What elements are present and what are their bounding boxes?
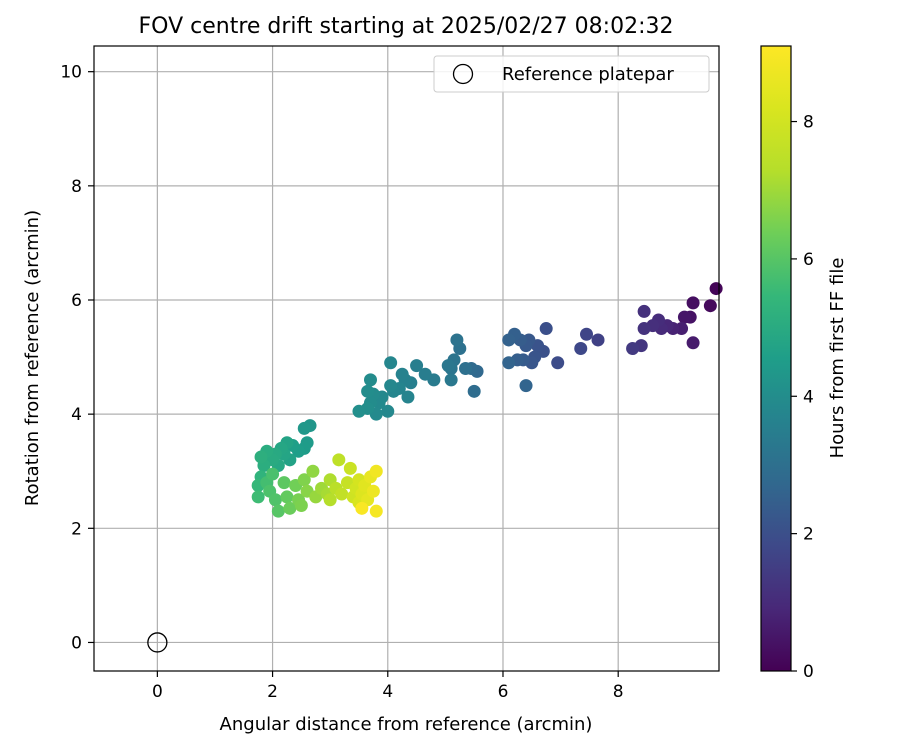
scatter-point xyxy=(502,356,516,370)
scatter-point xyxy=(626,342,640,356)
y-tick-label: 10 xyxy=(60,63,82,83)
scatter-point xyxy=(369,464,383,478)
x-tick-label: 4 xyxy=(382,682,393,702)
scatter-point xyxy=(283,501,297,515)
scatter-point xyxy=(395,367,409,381)
colorbar-tick-label: 4 xyxy=(803,387,814,407)
scatter-point xyxy=(703,299,717,313)
y-tick-label: 6 xyxy=(71,291,82,311)
scatter-point xyxy=(574,342,588,356)
scatter-point xyxy=(467,384,481,398)
x-tick-label: 0 xyxy=(152,682,163,702)
scatter-point xyxy=(686,296,700,310)
scatter-point xyxy=(450,333,464,347)
y-axis-ticks: 0 2 4 6 8 10 xyxy=(60,63,94,653)
scatter-point xyxy=(251,490,265,504)
scatter-point xyxy=(266,467,280,481)
scatter-point xyxy=(254,450,268,464)
scatter-point xyxy=(297,421,311,435)
scatter-point xyxy=(343,461,357,475)
scatter-point xyxy=(335,487,349,501)
scatter-point xyxy=(363,373,377,387)
colorbar-ticks: 0 2 4 6 8 xyxy=(791,113,814,682)
plot-background xyxy=(94,46,719,671)
scatter-point xyxy=(551,356,565,370)
scatter-point xyxy=(355,501,369,515)
y-axis-label: Rotation from reference (arcmin) xyxy=(22,210,43,506)
scatter-point xyxy=(323,493,337,507)
colorbar-tick-label: 2 xyxy=(803,525,814,545)
scatter-point xyxy=(369,504,383,518)
scatter-point xyxy=(297,473,311,487)
colorbar-tick-label: 8 xyxy=(803,113,814,133)
scatter-point xyxy=(418,367,432,381)
scatter-point xyxy=(294,498,308,512)
x-axis-label: Angular distance from reference (arcmin) xyxy=(220,714,593,735)
legend-reference-marker xyxy=(452,63,474,85)
scatter-point xyxy=(361,384,375,398)
scatter-point xyxy=(459,361,473,375)
plot-area: 0 2 4 6 8 0 2 4 6 8 10 xyxy=(60,45,723,702)
y-tick-label: 2 xyxy=(71,519,82,539)
y-tick-label: 8 xyxy=(71,177,82,197)
y-tick-label: 4 xyxy=(71,405,82,425)
legend: Reference platepar xyxy=(433,55,710,93)
scatter-point xyxy=(444,373,458,387)
y-tick-label: 0 xyxy=(71,633,82,653)
scatter-point xyxy=(366,484,380,498)
scatter-point xyxy=(637,304,651,318)
scatter-point xyxy=(637,322,651,336)
scatter-point xyxy=(271,504,285,518)
plot-frame xyxy=(93,45,720,672)
scatter-point xyxy=(410,359,424,373)
scatter-point xyxy=(401,390,415,404)
colorbar-tick-label: 6 xyxy=(803,250,814,270)
scatter-point xyxy=(384,356,398,370)
scatter-point xyxy=(677,310,691,324)
legend-box xyxy=(433,55,710,93)
reference-point xyxy=(147,632,168,653)
colorbar-tick-label: 0 xyxy=(803,662,814,682)
scatter-point xyxy=(268,493,282,507)
grid xyxy=(94,46,719,671)
scatter-point xyxy=(502,333,516,347)
scatter-point xyxy=(686,336,700,350)
x-tick-label: 6 xyxy=(498,682,509,702)
scatter-point xyxy=(306,464,320,478)
colorbar: 0 2 4 6 8 Hours from first FF file xyxy=(760,45,848,682)
x-tick-label: 8 xyxy=(613,682,624,702)
legend-label: Reference platepar xyxy=(502,64,674,85)
scatter-point xyxy=(580,327,594,341)
reference-marker xyxy=(147,632,168,653)
x-tick-label: 2 xyxy=(267,682,278,702)
scatter-point xyxy=(280,490,294,504)
chart-title: FOV centre drift starting at 2025/02/27 … xyxy=(139,14,674,39)
colorbar-label: Hours from first FF file xyxy=(827,258,848,459)
colorbar-gradient xyxy=(760,45,792,672)
scatter-point xyxy=(709,282,723,296)
scatter-point xyxy=(381,404,395,418)
x-axis-ticks: 0 2 4 6 8 xyxy=(152,671,624,702)
scatter-point xyxy=(332,453,346,467)
scatter-point xyxy=(519,379,533,393)
scatter-point xyxy=(539,322,553,336)
scatter-point xyxy=(352,404,366,418)
scatter-point xyxy=(591,333,605,347)
scatter-point xyxy=(384,379,398,393)
scatter-point xyxy=(277,476,291,490)
scatter-point xyxy=(441,359,455,373)
